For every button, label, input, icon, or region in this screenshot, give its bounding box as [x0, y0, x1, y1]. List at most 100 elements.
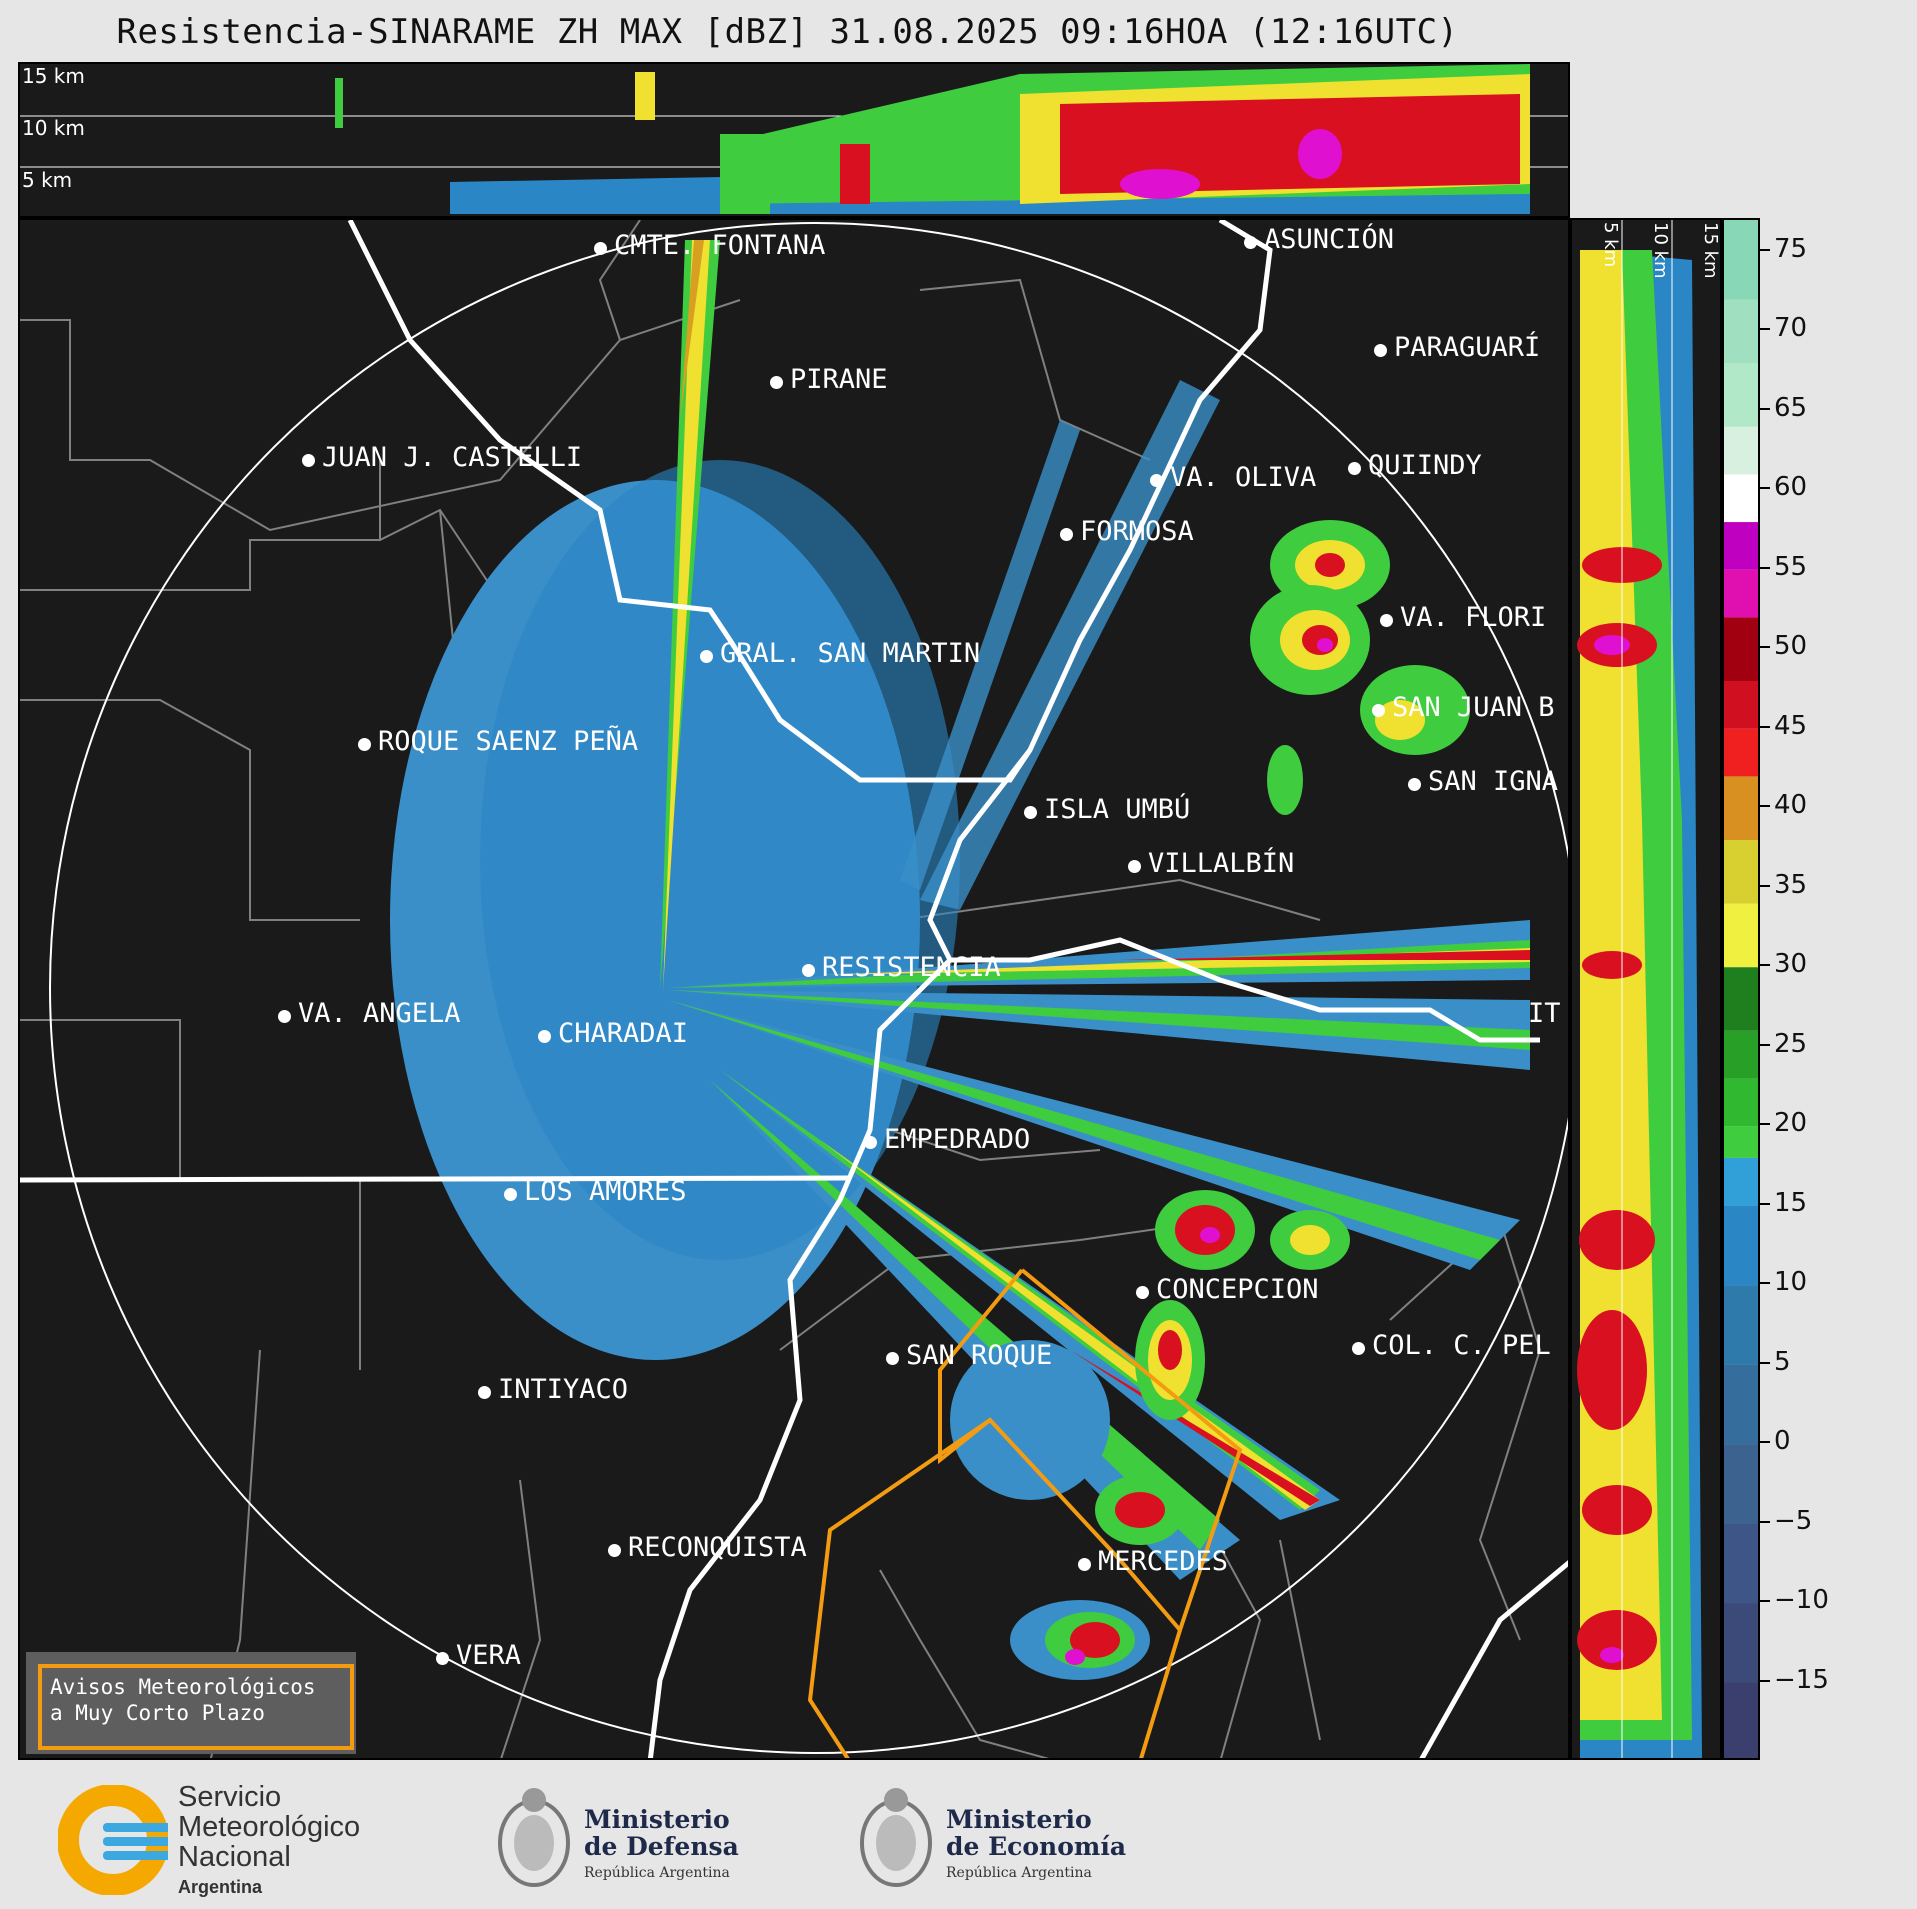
city-marker [1244, 236, 1257, 249]
alert-legend-frame: Avisos Meteorológicos a Muy Corto Plazo [38, 1664, 354, 1750]
colorbar-tick-label: 20 [1774, 1108, 1808, 1139]
economia-sub: República Argentina [946, 1865, 1092, 1881]
page-title: Resistencia-SINARAME ZH MAX [dBZ] 31.08.… [116, 12, 1459, 52]
side-profile-chart [1577, 220, 1702, 1758]
colorbar-tick [1760, 1361, 1770, 1364]
city-marker [1408, 778, 1421, 791]
colorbar-band [1724, 1285, 1758, 1365]
colorbar-tick-label: 15 [1774, 1187, 1808, 1218]
defensa-seal-icon [494, 1778, 574, 1902]
smn-line1: Servicio [178, 1781, 282, 1813]
city-marker [1372, 704, 1385, 717]
altitude-5km-label: 5 km [22, 168, 73, 192]
colorbar-tick-label: 10 [1774, 1267, 1808, 1298]
city-marker [886, 1352, 899, 1365]
city-marker [1380, 614, 1393, 627]
colorbar-tick [1760, 487, 1770, 490]
city-marker [538, 1030, 551, 1043]
city-marker [700, 650, 713, 663]
city-marker [608, 1544, 621, 1557]
colorbar-band [1724, 1682, 1758, 1758]
city-marker [436, 1652, 449, 1665]
alert-legend-line1: Avisos Meteorológicos [50, 1675, 316, 1699]
defensa-sub: República Argentina [584, 1865, 730, 1881]
colorbar-tick [1760, 566, 1770, 569]
colorbar-tick-label: 25 [1774, 1028, 1808, 1059]
colorbar-tick-label: 30 [1774, 949, 1808, 980]
colorbar-band [1724, 522, 1758, 570]
alert-polygon [807, 1268, 1243, 1758]
colorbar-tick [1760, 1679, 1770, 1682]
alert-legend[interactable]: Avisos Meteorológicos a Muy Corto Plazo [26, 1652, 356, 1754]
economia-seal-icon [856, 1778, 936, 1902]
colorbar-tick-label: 65 [1774, 392, 1808, 423]
defensa-line2: de Defensa [584, 1832, 739, 1861]
colorbar-tick [1760, 1123, 1770, 1126]
radar-map-canvas [20, 220, 1568, 1758]
economia-line1: Ministerio [946, 1805, 1092, 1834]
defensa-text: Ministerio de Defensa República Argentin… [584, 1806, 739, 1887]
colorbar-gradient [1724, 220, 1758, 1758]
colorbar-tick-label: 40 [1774, 790, 1808, 821]
smn-logo [57, 1784, 173, 1899]
colorbar-band [1724, 617, 1758, 682]
smn-line3: Nacional [178, 1841, 291, 1873]
colorbar-tick-label: 70 [1774, 313, 1808, 344]
side-altitude-10km-label: 10 km [1650, 222, 1671, 279]
colorbar-tick-label: −10 [1774, 1585, 1829, 1616]
colorbar-tick-label: 75 [1774, 233, 1808, 264]
colorbar-band [1724, 728, 1758, 777]
city-marker [1150, 474, 1163, 487]
smn-text: Servicio Meteorológico Nacional Argentin… [178, 1782, 360, 1902]
economia-line2: de Economía [946, 1832, 1127, 1861]
smn-line2: Meteorológico [178, 1811, 361, 1843]
colorbar-tick [1760, 248, 1770, 251]
city-marker [864, 1136, 877, 1149]
colorbar-tick-label: −15 [1774, 1664, 1829, 1695]
alert-legend-line2: a Muy Corto Plazo [50, 1701, 265, 1725]
city-marker [1078, 1558, 1091, 1571]
colorbar-tick-label: 5 [1774, 1346, 1791, 1377]
range-ring [49, 222, 1568, 1754]
colorbar-tick [1760, 1202, 1770, 1205]
colorbar-band [1724, 569, 1758, 618]
river-borders [20, 220, 1568, 1758]
altitude-15km-label: 15 km [22, 64, 85, 88]
smn-sub: Argentina [178, 1877, 263, 1897]
colorbar-tick-label: 55 [1774, 551, 1808, 582]
colorbar-band [1724, 1205, 1758, 1286]
city-marker [1136, 1286, 1149, 1299]
smn-logo-icon [57, 1784, 173, 1896]
colorbar-tick [1760, 407, 1770, 410]
colorbar-band [1724, 1364, 1758, 1445]
colorbar-band [1724, 903, 1758, 968]
colorbar-band [1724, 1603, 1758, 1683]
colorbar-band [1724, 474, 1758, 523]
colorbar-band [1724, 220, 1758, 300]
colorbar-tick [1760, 1043, 1770, 1046]
city-marker [1374, 344, 1387, 357]
colorbar-tick [1760, 884, 1770, 887]
colorbar-band [1724, 426, 1758, 475]
colorbar-tick [1760, 328, 1770, 331]
dbz-colorbar [1722, 218, 1760, 1760]
city-marker [1128, 860, 1141, 873]
colorbar-band [1724, 1444, 1758, 1524]
colorbar-tick-label: 35 [1774, 869, 1808, 900]
colorbar-tick [1760, 1600, 1770, 1603]
top-profile-panel: 15 km 10 km 5 km [18, 62, 1570, 218]
colorbar-band [1724, 363, 1758, 427]
colorbar-tick-label: 0 [1774, 1426, 1791, 1457]
defensa-line1: Ministerio [584, 1805, 730, 1834]
radar-map[interactable]: CMTE. FONTANA ASUNCIÓN PIRANE PARAGUARÍ … [18, 218, 1570, 1760]
colorbar-tick [1760, 725, 1770, 728]
colorbar-tick [1760, 1520, 1770, 1523]
city-marker [1348, 462, 1361, 475]
side-altitude-5km-label: 5 km [1600, 222, 1621, 268]
city-marker [770, 376, 783, 389]
colorbar-band [1724, 776, 1758, 840]
city-marker [278, 1010, 291, 1023]
defensa-seal [498, 1788, 570, 1887]
colorbar-band [1724, 967, 1758, 1031]
city-marker [1024, 806, 1037, 819]
